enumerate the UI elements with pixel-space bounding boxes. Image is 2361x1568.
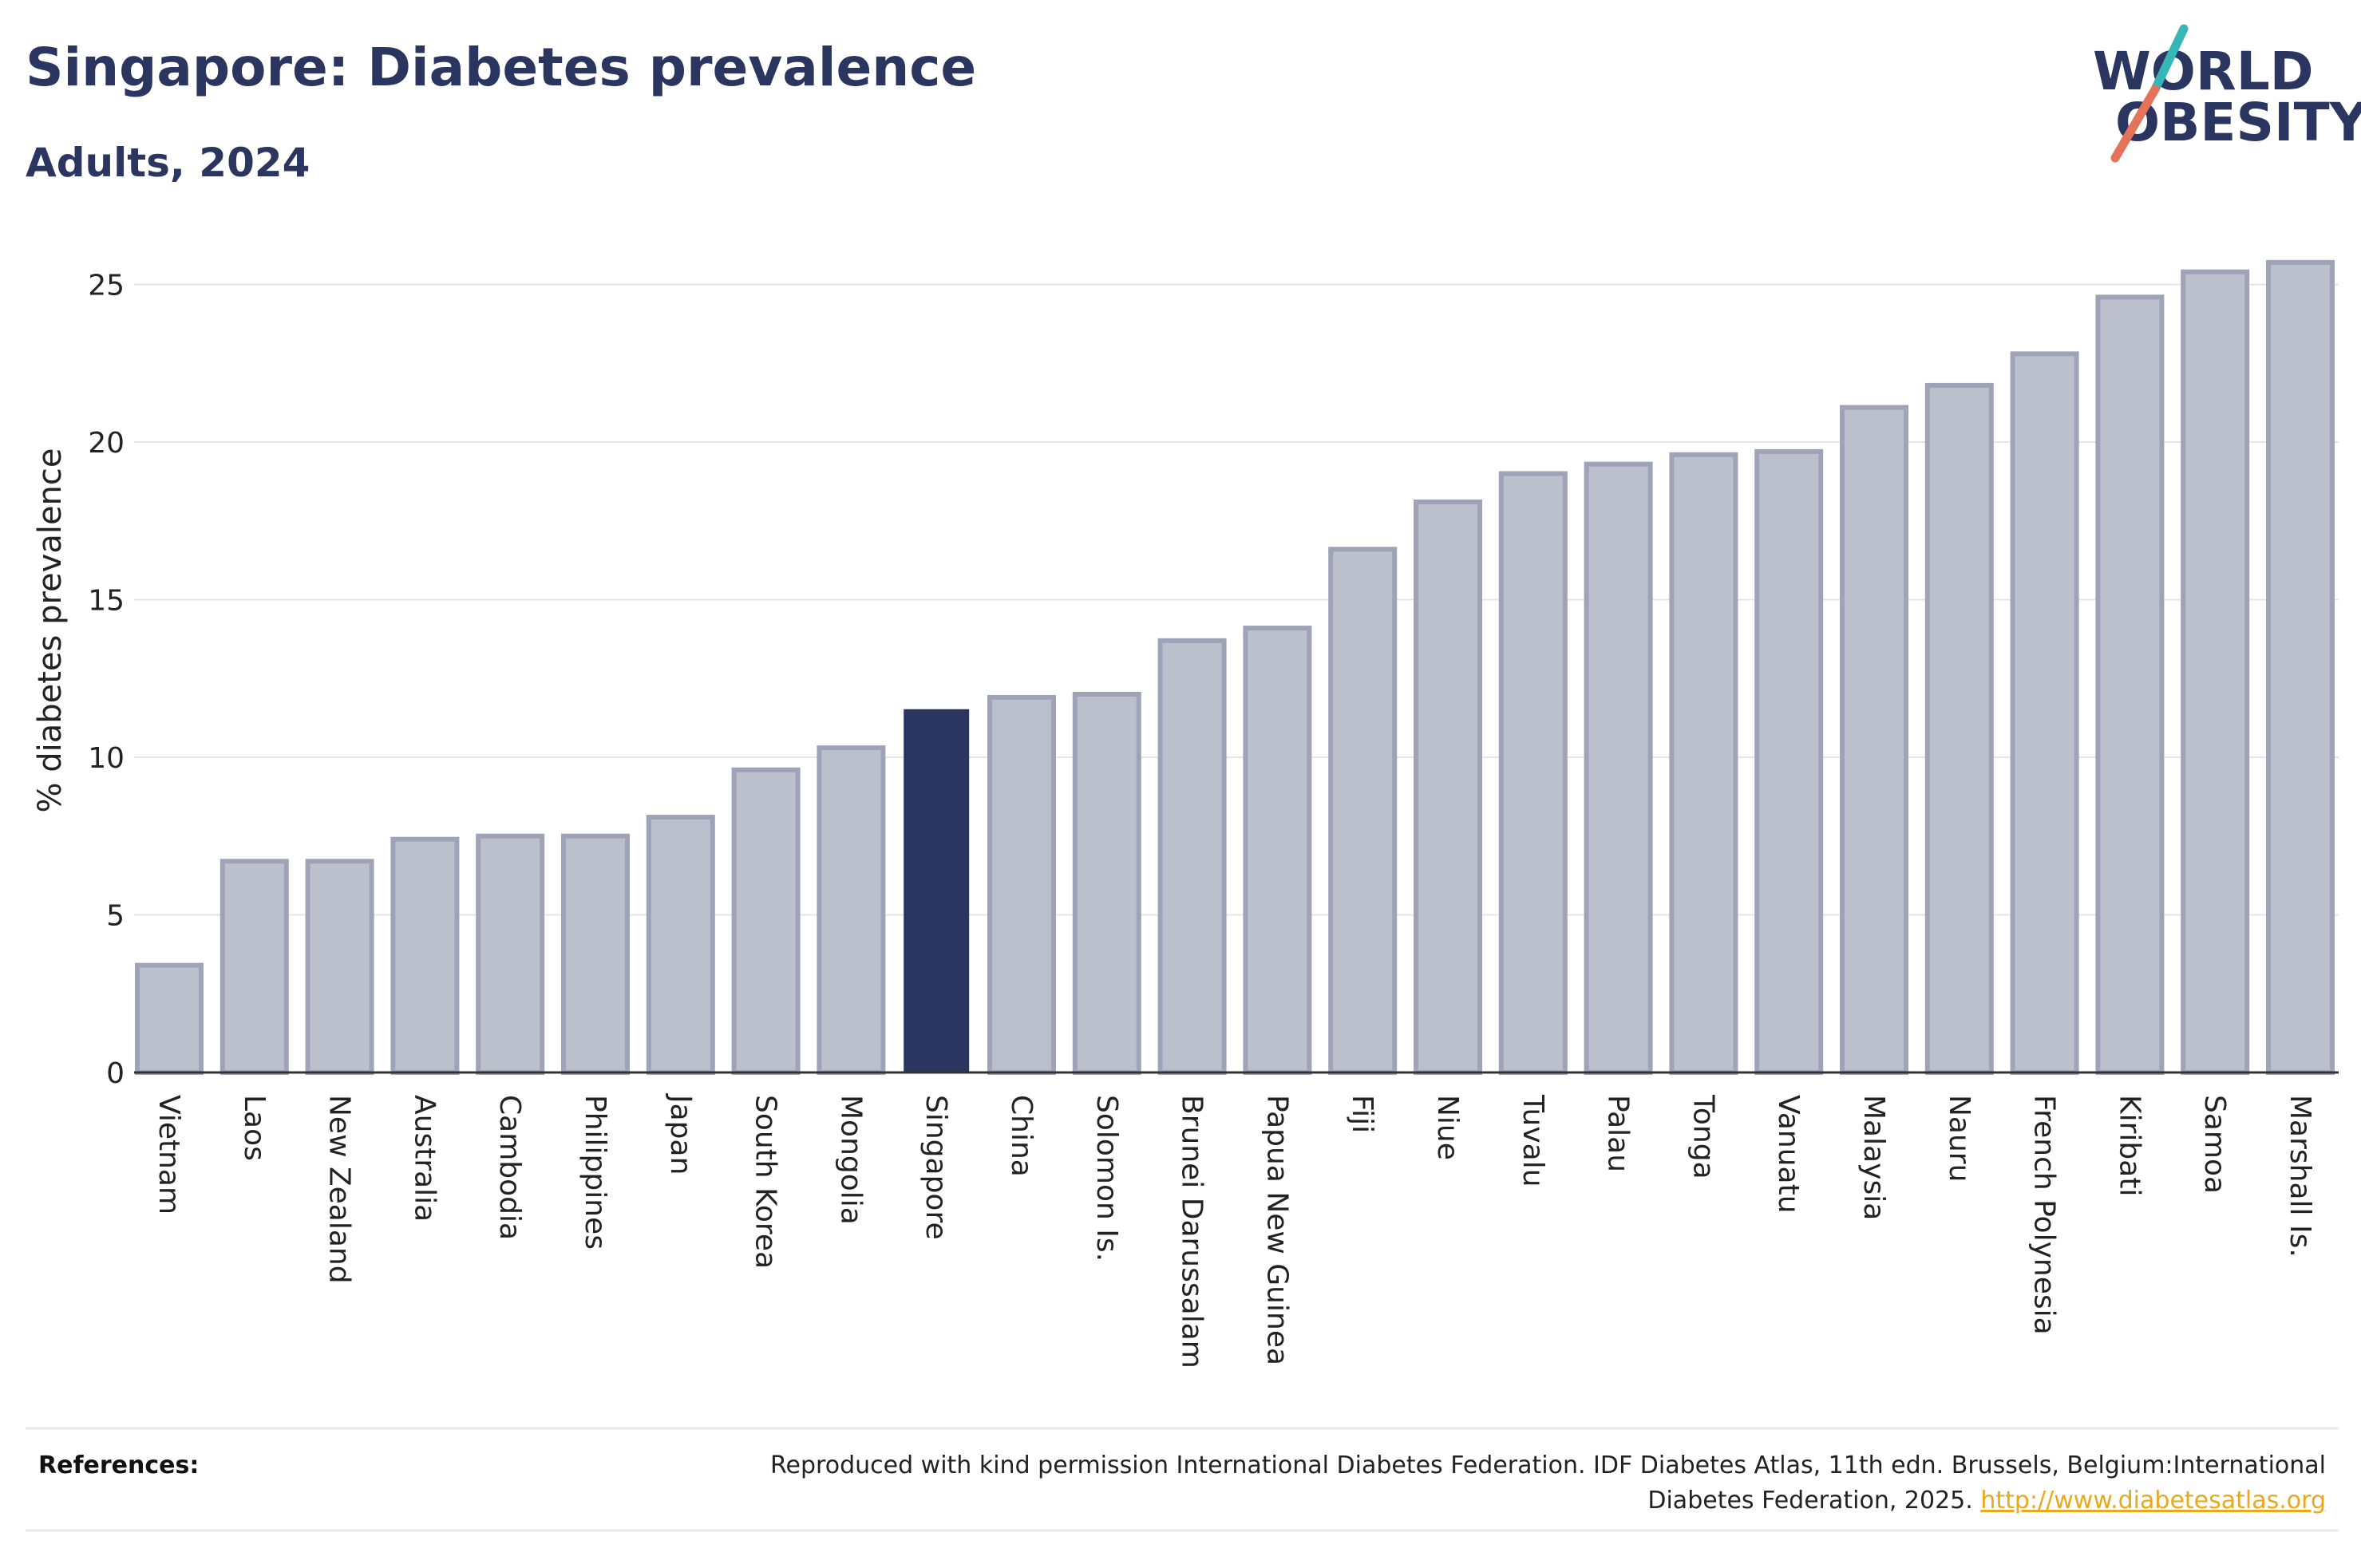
x-tick-label: Singapore [919, 1095, 952, 1240]
bar-samoa [2181, 269, 2250, 1075]
x-tick-labels: Vietnam Laos New Zealand Australia Cambodia P… [152, 1093, 2316, 1369]
x-tick-label: Philippines [579, 1095, 611, 1250]
x-tick-label: Japan [664, 1093, 697, 1175]
logo-slash-bottom [2110, 85, 2160, 163]
y-tick-label: 20 [88, 427, 125, 460]
bar-fiji [1328, 547, 1398, 1075]
bar-laos [219, 859, 289, 1075]
x-tick-label: Niue [1431, 1095, 1464, 1160]
references-link[interactable]: http://www.diabetesatlas.org [1980, 1487, 2326, 1515]
references-text-line-1: Reproduced with kind permission Internat… [770, 1451, 2326, 1479]
references-label: References: [38, 1451, 199, 1479]
x-tick-label: Palau [1602, 1095, 1635, 1172]
x-tick-label: South Korea [749, 1095, 782, 1269]
logo-line-2: OBESITY [2115, 92, 2361, 153]
x-tick-label: Marshall Is. [2284, 1095, 2316, 1258]
bar-japan [646, 815, 715, 1076]
y-axis-label: % diabetes prevalence [32, 448, 69, 812]
x-tick-label: Kiribati [2113, 1095, 2145, 1196]
bar-philippines [561, 833, 630, 1075]
bar-mongolia [817, 745, 886, 1076]
bar-singapore [904, 709, 970, 1073]
bar-palau [1584, 461, 1653, 1075]
bar-south-korea [731, 767, 801, 1075]
x-tick-label: Fiji [1346, 1095, 1378, 1133]
x-tick-label: Vanuatu [1772, 1095, 1805, 1214]
bar-tonga [1669, 452, 1738, 1075]
bar-marshall-is [2266, 259, 2335, 1076]
y-tick-label: 5 [106, 900, 125, 933]
x-tick-label: Cambodia [493, 1095, 526, 1240]
x-tick-label: Australia [408, 1095, 441, 1222]
bar-niue [1414, 500, 1482, 1075]
bar-cambodia [476, 833, 545, 1075]
page-subtitle: Adults, 2024 [26, 140, 310, 186]
x-tick-label: Laos [238, 1095, 271, 1161]
bar-china [987, 694, 1056, 1075]
x-tick-label: Samoa [2198, 1095, 2231, 1194]
references-text-line-2: Diabetes Federation, 2025. http://www.di… [1647, 1487, 2326, 1515]
bar-nauru [1924, 382, 1994, 1075]
bar-malaysia [1840, 405, 1908, 1075]
y-tick-label: 25 [88, 270, 125, 302]
references-text-line-2-body: Diabetes Federation, 2025. [1647, 1487, 1972, 1515]
bar-vanuatu [1754, 448, 1824, 1075]
x-tick-label: French Polynesia [2028, 1095, 2061, 1335]
bar-brunei-darussalam [1157, 638, 1227, 1075]
bars [135, 259, 2335, 1076]
bar-australia [390, 836, 460, 1075]
x-tick-label: Solomon Is. [1090, 1095, 1123, 1262]
bar-kiribati [2095, 294, 2165, 1075]
x-tick-label: China [1005, 1095, 1038, 1177]
y-tick-labels: 0 5 10 15 20 25 [88, 270, 125, 1091]
y-tick-label: 10 [88, 742, 125, 775]
x-tick-label: Mongolia [834, 1095, 867, 1225]
logo-line-1: WORLD [2093, 41, 2314, 102]
x-tick-label: Tuvalu [1517, 1094, 1549, 1187]
x-tick-label: Brunei Darussalam [1176, 1095, 1208, 1369]
bar-vietnam [135, 962, 204, 1075]
bar-tuvalu [1498, 471, 1568, 1075]
y-tick-label: 15 [88, 585, 125, 618]
x-tick-label: Malaysia [1857, 1095, 1890, 1220]
x-tick-label: Nauru [1943, 1095, 1975, 1182]
x-tick-label: Papua New Guinea [1260, 1095, 1293, 1365]
page-title: Singapore: Diabetes prevalence [26, 37, 976, 98]
bar-solomon-is [1072, 692, 1141, 1075]
x-tick-label: Vietnam [152, 1095, 185, 1215]
bar-papua-new-guinea [1243, 626, 1312, 1075]
world-obesity-logo: WORLD OBESITY [2093, 24, 2361, 163]
y-tick-label: 0 [106, 1057, 125, 1090]
gridlines [134, 283, 2339, 916]
bar-new-zealand [305, 859, 374, 1075]
x-tick-label: New Zealand [323, 1095, 356, 1284]
x-tick-label: Tonga [1687, 1094, 1719, 1179]
bar-french-polynesia [2010, 351, 2079, 1075]
logo-slash-top [2150, 24, 2189, 94]
